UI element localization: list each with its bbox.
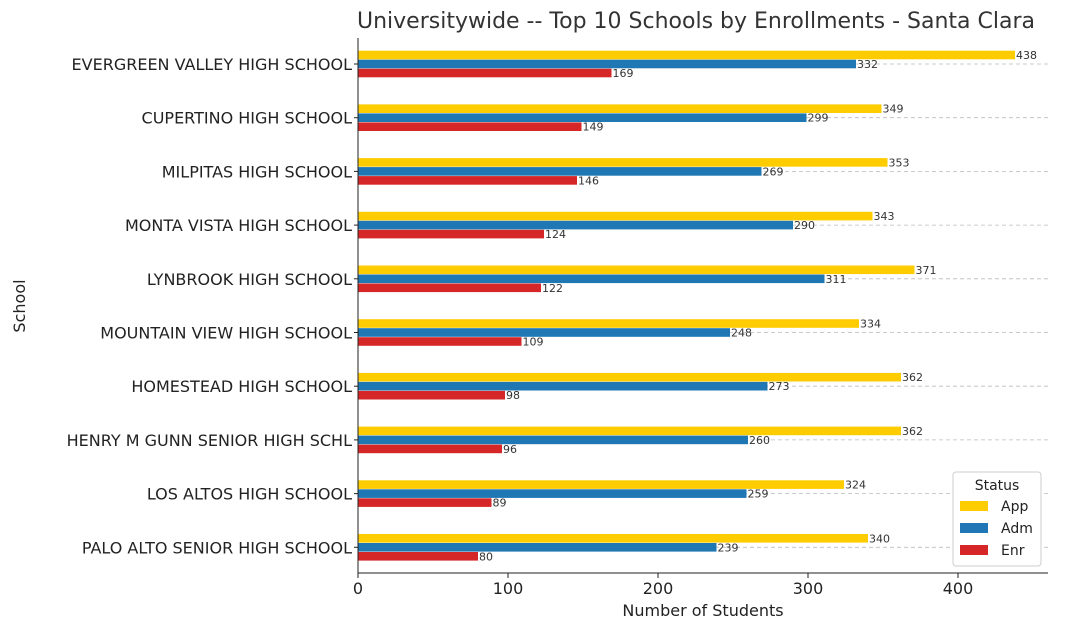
x-tick-label: 200 [643, 579, 674, 598]
bar-enr [358, 390, 505, 400]
category-label: MONTA VISTA HIGH SCHOOL [125, 216, 352, 235]
bar-enr [358, 444, 502, 454]
data-label: 122 [542, 282, 563, 295]
bar-app [358, 534, 868, 543]
category-label: HOMESTEAD HIGH SCHOOL [131, 377, 352, 396]
bar-app [358, 265, 915, 275]
bar-adm [358, 328, 730, 337]
data-label: 96 [503, 443, 517, 456]
data-labels: 438 332 169 349 299 149 353 269 146 343 290 124 371 3… [479, 49, 1037, 563]
category-label: MOUNTAIN VIEW HIGH SCHOOL [100, 324, 352, 343]
data-label: 299 [808, 112, 829, 125]
data-label: 290 [794, 219, 815, 232]
bar-adm [358, 167, 762, 176]
bar-app [358, 480, 844, 489]
legend-label: App [1001, 499, 1028, 515]
data-label: 124 [545, 228, 566, 241]
bar-enr [358, 552, 478, 561]
bar-app [358, 50, 1015, 60]
data-label: 80 [479, 550, 493, 563]
data-label: 362 [902, 425, 923, 438]
legend-swatch-adm [960, 523, 988, 533]
x-tick-label: 100 [493, 579, 524, 598]
bar-adm [358, 543, 717, 552]
category-label: PALO ALTO SENIOR HIGH SCHOOL [82, 538, 352, 557]
data-label: 362 [902, 371, 923, 384]
legend-swatch-app [960, 501, 988, 511]
category-label: LYNBROOK HIGH SCHOOL [147, 270, 352, 289]
x-tick-label: 400 [943, 579, 974, 598]
bar-app [358, 372, 901, 382]
legend-title: Status [975, 478, 1020, 494]
data-label: 269 [763, 165, 784, 178]
bar-adm [358, 381, 768, 391]
data-label: 332 [857, 58, 878, 71]
data-label: 311 [826, 273, 847, 286]
category-label: EVERGREEN VALLEY HIGH SCHOOL [72, 55, 353, 74]
data-label: 146 [578, 174, 599, 187]
bar-app [358, 158, 888, 167]
data-label: 340 [869, 532, 890, 545]
bar-enr [358, 283, 541, 293]
legend-label: Adm [1001, 521, 1033, 537]
x-axis-label: Number of Students [622, 601, 783, 620]
bar-adm [358, 489, 747, 498]
chart-title: Universitywide -- Top 10 Schools by Enro… [357, 9, 1035, 34]
data-label: 273 [769, 380, 790, 393]
category-label: MILPITAS HIGH SCHOOL [162, 162, 352, 181]
bar-adm [358, 113, 807, 122]
bar-enr [358, 176, 577, 185]
data-label: 343 [874, 210, 895, 223]
bar-adm [358, 220, 793, 230]
legend-label: Enr [1001, 543, 1025, 559]
data-label: 98 [506, 389, 520, 402]
bar-enr [358, 122, 582, 131]
bar-enr [358, 498, 492, 507]
data-label: 109 [523, 336, 544, 349]
bar-app [358, 211, 873, 221]
data-label: 349 [883, 103, 904, 116]
bar-enr [358, 337, 522, 346]
data-label: 371 [916, 264, 937, 277]
legend-box [952, 471, 1042, 567]
category-label: LOS ALTOS HIGH SCHOOL [147, 485, 352, 504]
category-labels: EVERGREEN VALLEY HIGH SCHOOL CUPERTINO HI… [67, 55, 352, 557]
legend-items: App Adm Enr [960, 499, 1033, 559]
data-label: 149 [583, 121, 604, 134]
x-axis-ticks: 0 100 200 300 400 [353, 63, 974, 598]
data-label: 248 [731, 327, 752, 340]
y-axis-label: School [10, 279, 29, 332]
data-label: 334 [860, 318, 881, 331]
bar-adm [358, 274, 825, 284]
legend: Status App Adm Enr [952, 471, 1042, 567]
bar-enr [358, 229, 544, 239]
data-label: 353 [889, 156, 910, 169]
bar-adm [358, 59, 856, 69]
legend-swatch-enr [960, 545, 988, 555]
category-label: HENRY M GUNN SENIOR HIGH SCHL [67, 431, 352, 450]
x-tick-label: 300 [793, 579, 824, 598]
bar-adm [358, 435, 748, 445]
bar-app [358, 319, 859, 328]
data-label: 259 [748, 488, 769, 501]
data-label: 324 [845, 479, 866, 492]
data-label: 169 [613, 67, 634, 80]
data-label: 438 [1016, 49, 1037, 62]
bar-app [358, 426, 901, 436]
grid-lines [358, 63, 1048, 548]
data-label: 260 [749, 434, 770, 447]
bar-enr [358, 68, 612, 78]
category-label: CUPERTINO HIGH SCHOOL [142, 109, 353, 128]
data-label: 89 [493, 497, 507, 510]
data-label: 239 [718, 541, 739, 554]
bars [358, 50, 1015, 561]
bar-app [358, 104, 882, 113]
x-tick-label: 0 [353, 579, 363, 598]
